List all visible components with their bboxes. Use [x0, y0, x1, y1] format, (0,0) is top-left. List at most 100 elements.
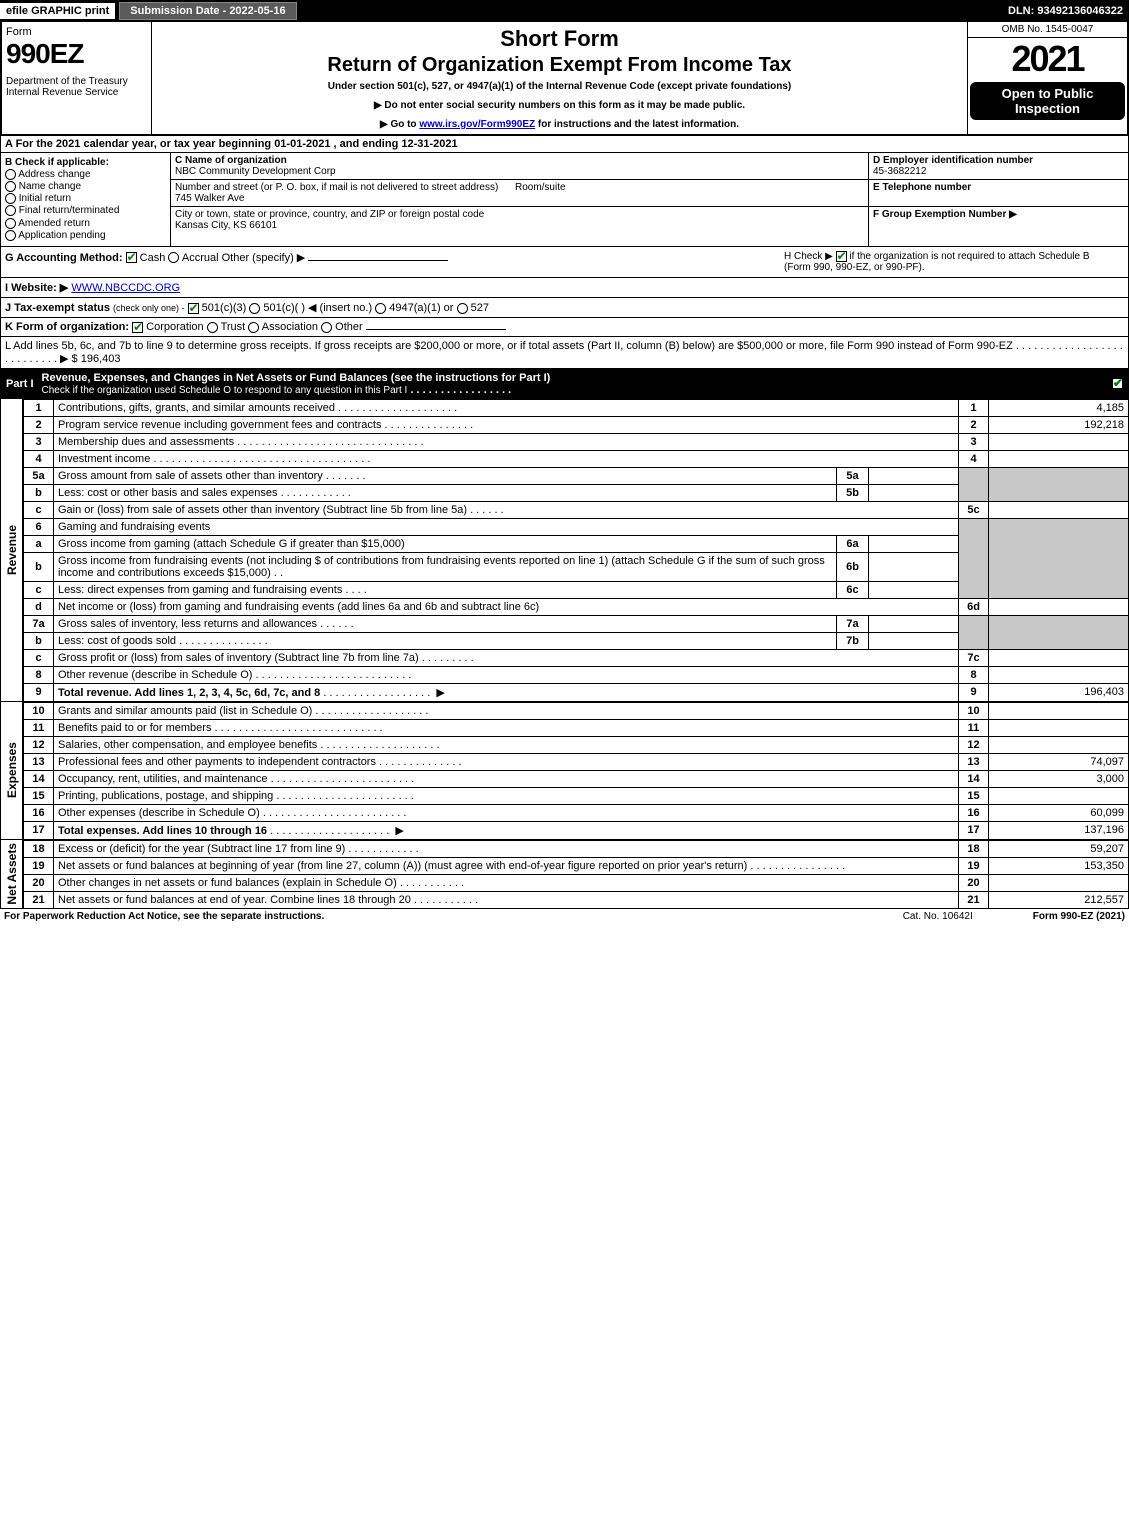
table-row: 6Gaming and fundraising events	[24, 518, 1129, 535]
amt-7c	[989, 649, 1129, 666]
amt-3	[989, 433, 1129, 450]
i-label: I Website: ▶	[5, 282, 68, 294]
table-row: 12Salaries, other compensation, and empl…	[24, 736, 1129, 753]
table-row: 4Investment income . . . . . . . . . . .…	[24, 450, 1129, 467]
amt-13: 74,097	[989, 753, 1129, 770]
expenses-section: Expenses 10Grants and similar amounts pa…	[0, 702, 1129, 840]
check-application[interactable]: Application pending	[5, 230, 166, 241]
part-title: Revenue, Expenses, and Changes in Net As…	[42, 372, 1112, 396]
j-label: J Tax-exempt status	[5, 302, 110, 314]
check-amended[interactable]: Amended return	[5, 218, 166, 229]
section-a: A For the 2021 calendar year, or tax yea…	[0, 136, 1129, 153]
website-link[interactable]: WWW.NBCCDC.ORG	[71, 282, 180, 294]
table-row: 20Other changes in net assets or fund ba…	[24, 874, 1129, 891]
table-row: 15Printing, publications, postage, and s…	[24, 787, 1129, 804]
f-group-label: F Group Exemption Number ▶	[873, 209, 1124, 220]
header-right: OMB No. 1545-0047 2021 Open to Public In…	[967, 22, 1127, 134]
table-row: 16Other expenses (describe in Schedule O…	[24, 804, 1129, 821]
table-row: 18Excess or (deficit) for the year (Subt…	[24, 840, 1129, 857]
amt-2: 192,218	[989, 416, 1129, 433]
info-block: B Check if applicable: Address change Na…	[0, 153, 1129, 247]
netassets-side-label: Net Assets	[1, 840, 23, 909]
street-value: 745 Walker Ave	[175, 193, 864, 204]
check-4947[interactable]	[375, 303, 386, 314]
form-number: 990EZ	[6, 38, 147, 70]
instruction-1: ▶ Do not enter social security numbers o…	[162, 100, 957, 111]
check-address[interactable]: Address change	[5, 169, 166, 180]
amt-9: 196,403	[989, 683, 1129, 701]
ein-value: 45-3682212	[873, 166, 1124, 177]
footer-left: For Paperwork Reduction Act Notice, see …	[4, 911, 324, 922]
city-label: City or town, state or province, country…	[175, 209, 864, 220]
table-row: 19Net assets or fund balances at beginni…	[24, 857, 1129, 874]
l-text: L Add lines 5b, 6c, and 7b to line 9 to …	[5, 340, 1013, 352]
header-left: Form 990EZ Department of the Treasury In…	[2, 22, 152, 134]
k-label: K Form of organization:	[5, 321, 129, 333]
section-g: G Accounting Method: Cash Accrual Other …	[5, 251, 784, 273]
dln-label: DLN: 93492136046322	[1008, 5, 1129, 17]
section-l: L Add lines 5b, 6c, and 7b to line 9 to …	[0, 337, 1129, 369]
table-row: 1Contributions, gifts, grants, and simil…	[24, 399, 1129, 416]
part-1-header: Part I Revenue, Expenses, and Changes in…	[0, 369, 1129, 399]
check-initial[interactable]: Initial return	[5, 193, 166, 204]
expenses-side-label: Expenses	[1, 702, 23, 840]
cat-number: Cat. No. 10642I	[903, 911, 973, 922]
section-def: D Employer identification number 45-3682…	[868, 153, 1128, 246]
amt-10	[989, 702, 1129, 719]
revenue-side-label: Revenue	[1, 399, 23, 702]
check-corp[interactable]	[132, 322, 143, 333]
amt-21: 212,557	[989, 891, 1129, 908]
check-schedule-o[interactable]	[1112, 378, 1123, 389]
check-other-org[interactable]	[321, 322, 332, 333]
section-h: H Check ▶ if the organization is not req…	[784, 251, 1124, 273]
form-word: Form	[6, 26, 147, 38]
d-ein-label: D Employer identification number	[873, 155, 1124, 166]
g-label: G Accounting Method:	[5, 252, 123, 264]
header-center: Short Form Return of Organization Exempt…	[152, 22, 967, 134]
section-k: K Form of organization: Corporation Trus…	[0, 318, 1129, 337]
l-amount: ▶ $ 196,403	[60, 353, 120, 365]
check-527[interactable]	[457, 303, 468, 314]
expenses-table: 10Grants and similar amounts paid (list …	[23, 702, 1129, 840]
table-row: 13Professional fees and other payments t…	[24, 753, 1129, 770]
table-row: dNet income or (loss) from gaming and fu…	[24, 598, 1129, 615]
amt-19: 153,350	[989, 857, 1129, 874]
check-trust[interactable]	[207, 322, 218, 333]
netassets-section: Net Assets 18Excess or (deficit) for the…	[0, 840, 1129, 909]
check-final[interactable]: Final return/terminated	[5, 205, 166, 216]
omb-number: OMB No. 1545-0047	[968, 22, 1127, 38]
irs-link[interactable]: www.irs.gov/Form990EZ	[419, 119, 535, 130]
footer-right: Form 990-EZ (2021)	[1033, 911, 1125, 922]
check-501c3[interactable]	[188, 303, 199, 314]
table-row: 21Net assets or fund balances at end of …	[24, 891, 1129, 908]
amt-12	[989, 736, 1129, 753]
revenue-section: Revenue 1Contributions, gifts, grants, a…	[0, 399, 1129, 702]
instruction-2: ▶ Go to www.irs.gov/Form990EZ for instru…	[162, 119, 957, 130]
instr2-post: for instructions and the latest informat…	[535, 119, 739, 130]
check-name[interactable]: Name change	[5, 181, 166, 192]
table-row: 10Grants and similar amounts paid (list …	[24, 702, 1129, 719]
check-assoc[interactable]	[248, 322, 259, 333]
table-row: 17Total expenses. Add lines 10 through 1…	[24, 821, 1129, 839]
check-h[interactable]	[836, 251, 847, 262]
netassets-table: 18Excess or (deficit) for the year (Subt…	[23, 840, 1129, 909]
street-label: Number and street (or P. O. box, if mail…	[175, 182, 864, 193]
footer: For Paperwork Reduction Act Notice, see …	[0, 909, 1129, 924]
amt-1: 4,185	[989, 399, 1129, 416]
form-header: Form 990EZ Department of the Treasury In…	[0, 22, 1129, 136]
amt-5c	[989, 501, 1129, 518]
efile-label: efile GRAPHIC print	[0, 3, 115, 19]
check-cash[interactable]	[126, 252, 137, 263]
table-row: 11Benefits paid to or for members . . . …	[24, 719, 1129, 736]
table-row: 8Other revenue (describe in Schedule O) …	[24, 666, 1129, 683]
table-row: 7aGross sales of inventory, less returns…	[24, 615, 1129, 632]
check-accrual[interactable]	[168, 252, 179, 263]
amt-18: 59,207	[989, 840, 1129, 857]
tax-year: 2021	[968, 38, 1127, 80]
amt-14: 3,000	[989, 770, 1129, 787]
table-row: cGross profit or (loss) from sales of in…	[24, 649, 1129, 666]
table-row: 9Total revenue. Add lines 1, 2, 3, 4, 5c…	[24, 683, 1129, 701]
department: Department of the Treasury Internal Reve…	[6, 76, 147, 98]
check-501c[interactable]	[249, 303, 260, 314]
amt-6d	[989, 598, 1129, 615]
